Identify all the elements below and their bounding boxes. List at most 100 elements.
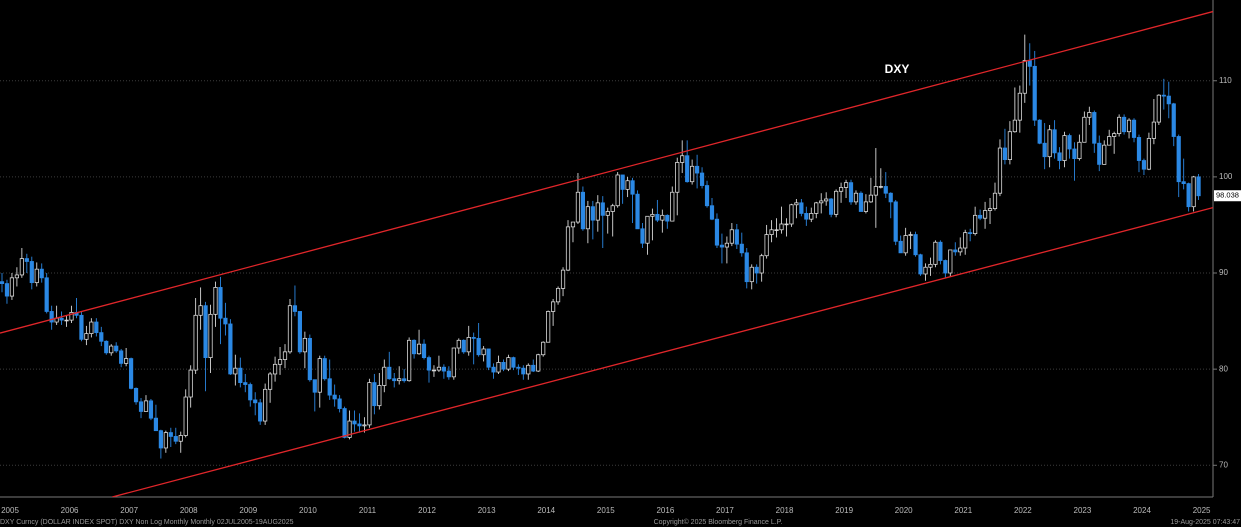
candle-body <box>441 366 446 372</box>
candle-body <box>1196 176 1201 197</box>
x-tick-label: 2021 <box>954 506 972 515</box>
y-tick-label: 100 <box>1219 172 1233 181</box>
candle-body <box>402 378 407 382</box>
candle-body <box>719 244 725 248</box>
candle-body <box>997 147 1003 194</box>
candle-body <box>69 312 74 321</box>
candle-body <box>1092 112 1097 144</box>
candle-body <box>476 337 481 356</box>
candle-body <box>590 206 595 221</box>
x-tick-label: 2024 <box>1133 506 1151 515</box>
candle-body <box>9 277 15 297</box>
candle-body <box>863 201 869 212</box>
candle-body <box>675 162 680 193</box>
x-tick-label: 2018 <box>776 506 794 515</box>
candle-body <box>1032 65 1037 121</box>
candle-body <box>456 339 461 349</box>
candle-body <box>168 432 173 437</box>
x-tick-label: 2005 <box>1 506 19 515</box>
candle-body <box>704 185 710 207</box>
candle-body <box>243 382 248 385</box>
candle-body <box>0 281 5 284</box>
candle-body <box>327 378 332 396</box>
candle-body <box>580 191 586 230</box>
candle-body <box>620 174 625 190</box>
candle-body <box>218 287 223 319</box>
candle-body <box>59 317 64 321</box>
candle-body <box>888 192 893 203</box>
candle-body <box>551 301 556 312</box>
candle-body <box>714 218 720 246</box>
x-tick-label: 2020 <box>895 506 913 515</box>
candle-body <box>1007 131 1012 160</box>
candle-body <box>824 198 829 202</box>
candle-body <box>843 182 849 188</box>
candle-body <box>754 266 759 274</box>
chart-title: DXY <box>885 62 910 76</box>
candle-body <box>486 348 491 368</box>
candle-body <box>1072 148 1077 160</box>
y-tick-label: 90 <box>1219 268 1228 277</box>
candle-body <box>958 247 963 253</box>
candle-body <box>759 255 764 274</box>
candle-body <box>138 401 144 412</box>
candle-body <box>312 379 317 393</box>
candle-body <box>1176 136 1181 183</box>
candle-body <box>451 347 456 378</box>
candle-body <box>109 345 114 354</box>
candle-body <box>372 382 377 407</box>
candle-body <box>913 234 918 256</box>
candle-body <box>14 274 19 279</box>
candle-body <box>570 221 576 228</box>
candle-body <box>287 305 293 353</box>
candle-body <box>89 321 94 334</box>
candle-body <box>814 202 819 214</box>
candle-body <box>124 358 129 364</box>
candle-body <box>784 223 789 226</box>
candle-body <box>655 213 660 221</box>
candle-body <box>670 191 675 222</box>
candle-body <box>1017 92 1022 121</box>
candle-body <box>804 213 809 220</box>
x-tick-label: 2012 <box>418 506 436 515</box>
candle-body <box>838 187 844 192</box>
candle-body <box>426 357 432 371</box>
candle-body <box>819 200 824 204</box>
candle-body <box>213 287 218 315</box>
candle-body <box>367 382 372 426</box>
candle-body <box>928 263 933 268</box>
candle-body <box>347 420 352 438</box>
candle-body <box>1102 144 1107 165</box>
candle-body <box>114 345 119 352</box>
candle-body <box>560 269 566 289</box>
candle-body <box>1097 142 1102 165</box>
candle-body <box>173 436 178 442</box>
x-tick-label: 2006 <box>61 506 79 515</box>
candle-body <box>789 204 794 225</box>
candle-body <box>709 205 715 220</box>
candle-body <box>868 194 873 203</box>
candle-body <box>491 366 496 373</box>
candle-body <box>853 192 859 203</box>
plot-area <box>0 10 1213 497</box>
candle-body <box>933 241 938 265</box>
y-tick-label: 110 <box>1219 76 1232 85</box>
candle-body <box>421 343 427 359</box>
candle-body <box>610 205 615 212</box>
candle-body <box>133 387 139 403</box>
footer-right: 19-Aug-2025 07:43:47 <box>1170 519 1240 526</box>
candle-body <box>188 369 193 398</box>
candle-body <box>848 182 854 203</box>
candle-body <box>1141 160 1147 170</box>
candle-body <box>546 311 551 343</box>
candle-body <box>774 229 779 231</box>
candle-body <box>1082 116 1087 143</box>
candle-body <box>987 208 993 211</box>
candle-body <box>1107 136 1112 146</box>
candle-body <box>436 366 442 371</box>
candle-body <box>392 378 397 382</box>
candle-body <box>158 430 163 449</box>
candle-body <box>34 268 39 284</box>
candle-body <box>680 155 685 163</box>
candle-body <box>198 305 203 316</box>
